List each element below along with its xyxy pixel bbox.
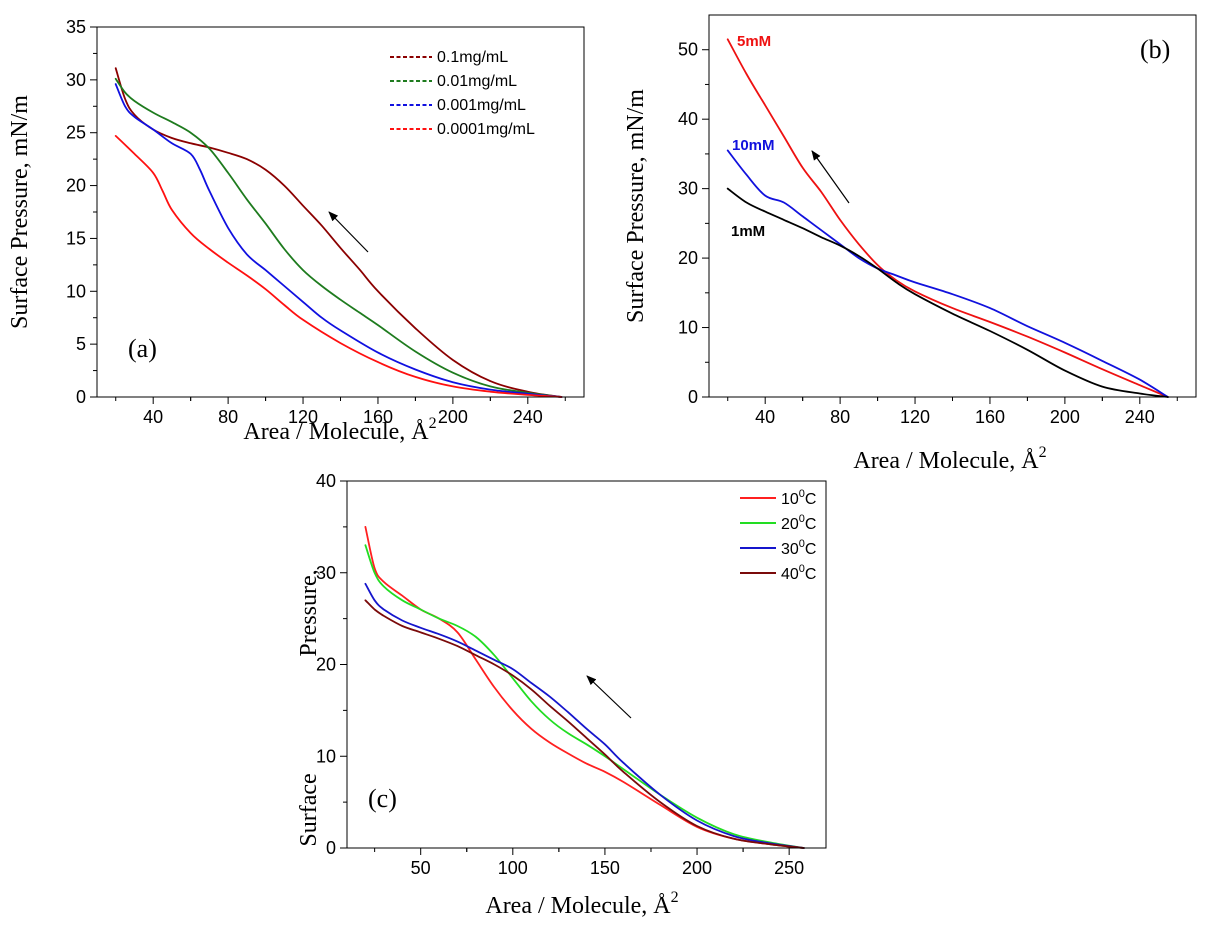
y-tick-label: 5 [76, 334, 86, 354]
y-axis-label-c-bottom: Surface [296, 773, 322, 846]
legend-item-a-2: 0.001mg/mL [390, 97, 526, 114]
x-tick-label: 100 [498, 858, 528, 878]
legend-label: 400C [781, 563, 816, 583]
y-tick-label: 35 [66, 17, 86, 37]
y-axis-label-c-top: Pressure, [296, 569, 322, 656]
annotation-1mm: 1mM [731, 223, 765, 240]
y-tick-label: 40 [316, 471, 336, 491]
series-line-a-3 [114, 135, 563, 398]
legend-label: 100C [781, 488, 816, 508]
x-tick-label: 240 [513, 407, 543, 427]
panel-label-c: (c) [368, 784, 397, 813]
legend-item-c-0: 100C [740, 488, 816, 508]
chart-panel-c: 50 100 150 200 250 0 10 20 30 40 (c) Area / Molec… [296, 471, 827, 919]
y-tick-label: 0 [326, 838, 336, 858]
y-tick-label: 10 [316, 746, 336, 766]
series-line-b-1 [726, 149, 1169, 398]
series-line-c-2 [364, 582, 805, 849]
x-axis-label-c: Area / Molecule, Å2 [485, 889, 678, 919]
x-tick-label: 120 [288, 407, 318, 427]
plot-frame-c [346, 480, 827, 849]
y-tick-label: 15 [66, 228, 86, 248]
legend-item-a-1: 0.01mg/mL [390, 73, 517, 90]
legend-a: 0.1mg/mL 0.01mg/mL 0.001mg/mL 0.0001mg/m… [390, 49, 535, 138]
x-tick-label: 200 [1050, 407, 1080, 427]
y-tick-label: 40 [678, 109, 698, 129]
plot-frame-b [708, 14, 1197, 398]
direction-arrow-b [811, 150, 850, 204]
legend-item-c-1: 200C [740, 513, 816, 533]
series-line-c-3 [364, 599, 805, 849]
x-tick-label: 40 [755, 407, 775, 427]
series-layer-a [114, 67, 563, 398]
series-line-c-0 [364, 526, 805, 849]
y-tick-label: 30 [316, 563, 336, 583]
chart-panel-a: 40 80 120 160 200 240 0 5 10 15 20 25 30 35 (a) Area … [7, 17, 585, 445]
legend-label: 300C [781, 538, 816, 558]
x-axis-label-a: Area / Molecule, Å2 [243, 415, 436, 445]
y-tick-label: 10 [678, 318, 698, 338]
x-tick-label: 200 [682, 858, 712, 878]
annotation-5mm: 5mM [737, 33, 771, 50]
y-tick-label: 50 [678, 40, 698, 60]
series-line-b-2 [726, 187, 1169, 398]
y-tick-label: 30 [66, 70, 86, 90]
y-tick-label: 20 [66, 176, 86, 196]
x-tick-label: 50 [411, 858, 431, 878]
series-layer-b [726, 38, 1169, 398]
annotation-10mm: 10mM [732, 137, 775, 154]
legend-label: 0.001mg/mL [437, 97, 526, 114]
y-tick-label: 20 [678, 248, 698, 268]
legend-item-a-0: 0.1mg/mL [390, 49, 508, 66]
legend-label: 0.1mg/mL [437, 49, 508, 66]
x-axis-label-b: Area / Molecule, Å2 [853, 444, 1046, 474]
ticks-layer-c: 50 100 150 200 250 0 10 20 30 40 [316, 471, 804, 878]
legend-item-c-3: 400C [740, 563, 816, 583]
x-tick-label: 80 [218, 407, 238, 427]
x-tick-label: 160 [363, 407, 393, 427]
series-line-a-0 [114, 67, 563, 398]
y-tick-label: 20 [316, 655, 336, 675]
x-tick-label: 160 [975, 407, 1005, 427]
x-tick-label: 120 [900, 407, 930, 427]
series-line-b-0 [726, 38, 1169, 398]
legend-item-c-2: 300C [740, 538, 816, 558]
series-line-a-2 [114, 83, 563, 398]
legend-label: 0.01mg/mL [437, 73, 517, 90]
panel-label-b: (b) [1140, 35, 1170, 64]
x-tick-label: 150 [590, 858, 620, 878]
series-line-a-1 [114, 77, 563, 398]
ticks-layer-b: 40 80 120 160 200 240 0 10 20 30 40 50 [678, 40, 1178, 427]
legend-label: 200C [781, 513, 816, 533]
direction-arrow-c [586, 675, 632, 719]
series-line-c-1 [364, 544, 805, 849]
direction-arrow-a [328, 211, 369, 253]
series-layer-c [364, 526, 805, 849]
legend-label: 0.0001mg/mL [437, 121, 535, 138]
y-axis-label-b: Surface Pressure, mN/m [623, 89, 649, 323]
x-tick-label: 40 [143, 407, 163, 427]
x-tick-label: 240 [1125, 407, 1155, 427]
y-tick-label: 30 [678, 179, 698, 199]
x-tick-label: 250 [774, 858, 804, 878]
y-tick-label: 25 [66, 123, 86, 143]
ticks-layer-a: 40 80 120 160 200 240 0 5 10 15 20 25 30 35 [66, 17, 566, 427]
y-tick-label: 0 [688, 387, 698, 407]
chart-panel-b: 40 80 120 160 200 240 0 10 20 30 40 50 (b) Area / M… [623, 14, 1197, 474]
legend-c: 100C 200C 300C 400C [740, 488, 816, 583]
legend-item-a-3: 0.0001mg/mL [390, 121, 535, 138]
x-tick-label: 80 [830, 407, 850, 427]
panel-label-a: (a) [128, 334, 157, 363]
y-tick-label: 10 [66, 281, 86, 301]
y-axis-label-a: Surface Pressure, mN/m [7, 95, 33, 329]
y-tick-label: 0 [76, 387, 86, 407]
x-tick-label: 200 [438, 407, 468, 427]
